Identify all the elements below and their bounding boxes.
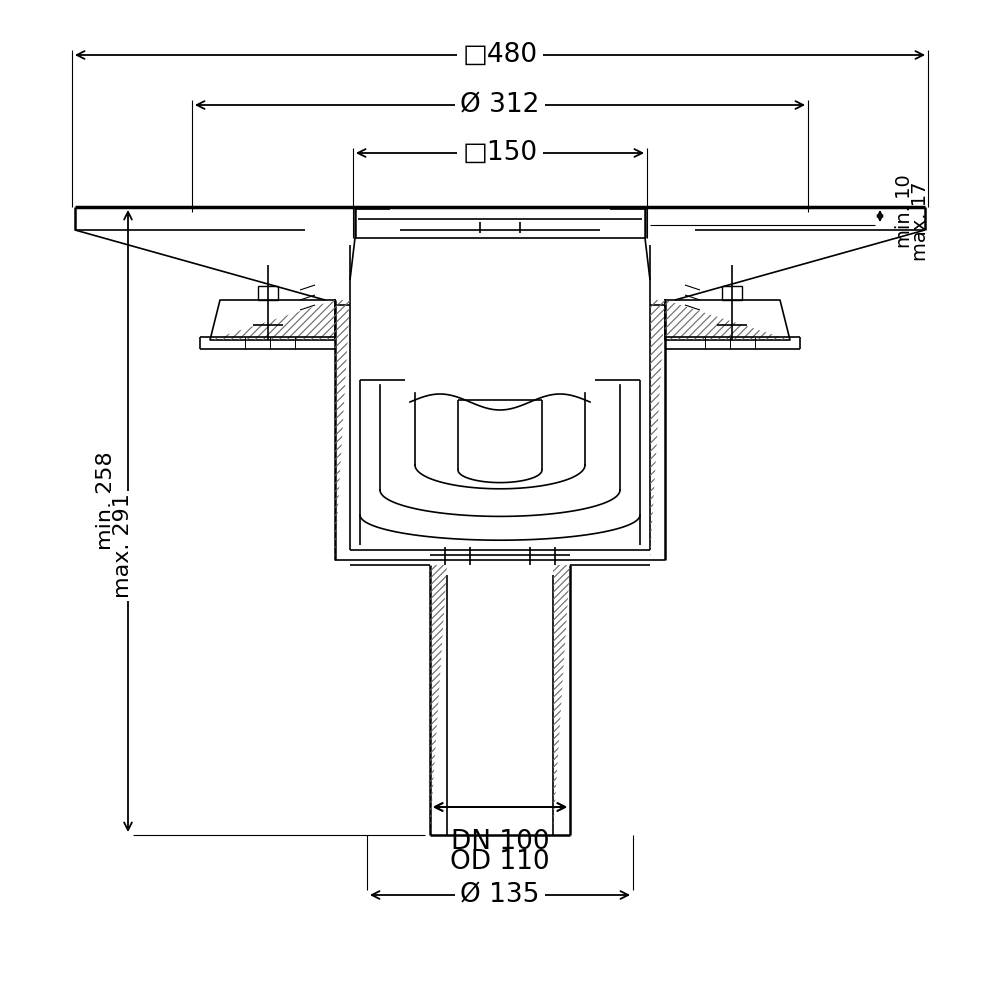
PathPatch shape — [665, 300, 790, 340]
Text: min. 10: min. 10 — [895, 174, 914, 248]
Text: OD 110: OD 110 — [450, 849, 550, 875]
PathPatch shape — [553, 565, 570, 835]
Text: Ø 312: Ø 312 — [460, 92, 540, 118]
Bar — [258, 286, 278, 300]
Text: Ø 135: Ø 135 — [460, 882, 540, 908]
Text: □480: □480 — [462, 42, 538, 68]
Text: max. 17: max. 17 — [910, 181, 930, 261]
Text: □150: □150 — [462, 140, 538, 166]
Text: max. 291: max. 291 — [113, 494, 133, 598]
PathPatch shape — [430, 565, 447, 835]
Text: DN 100: DN 100 — [451, 829, 549, 855]
PathPatch shape — [210, 300, 335, 340]
Text: min. 258: min. 258 — [96, 452, 116, 550]
Bar — [722, 286, 742, 300]
PathPatch shape — [650, 300, 665, 560]
PathPatch shape — [335, 300, 350, 560]
